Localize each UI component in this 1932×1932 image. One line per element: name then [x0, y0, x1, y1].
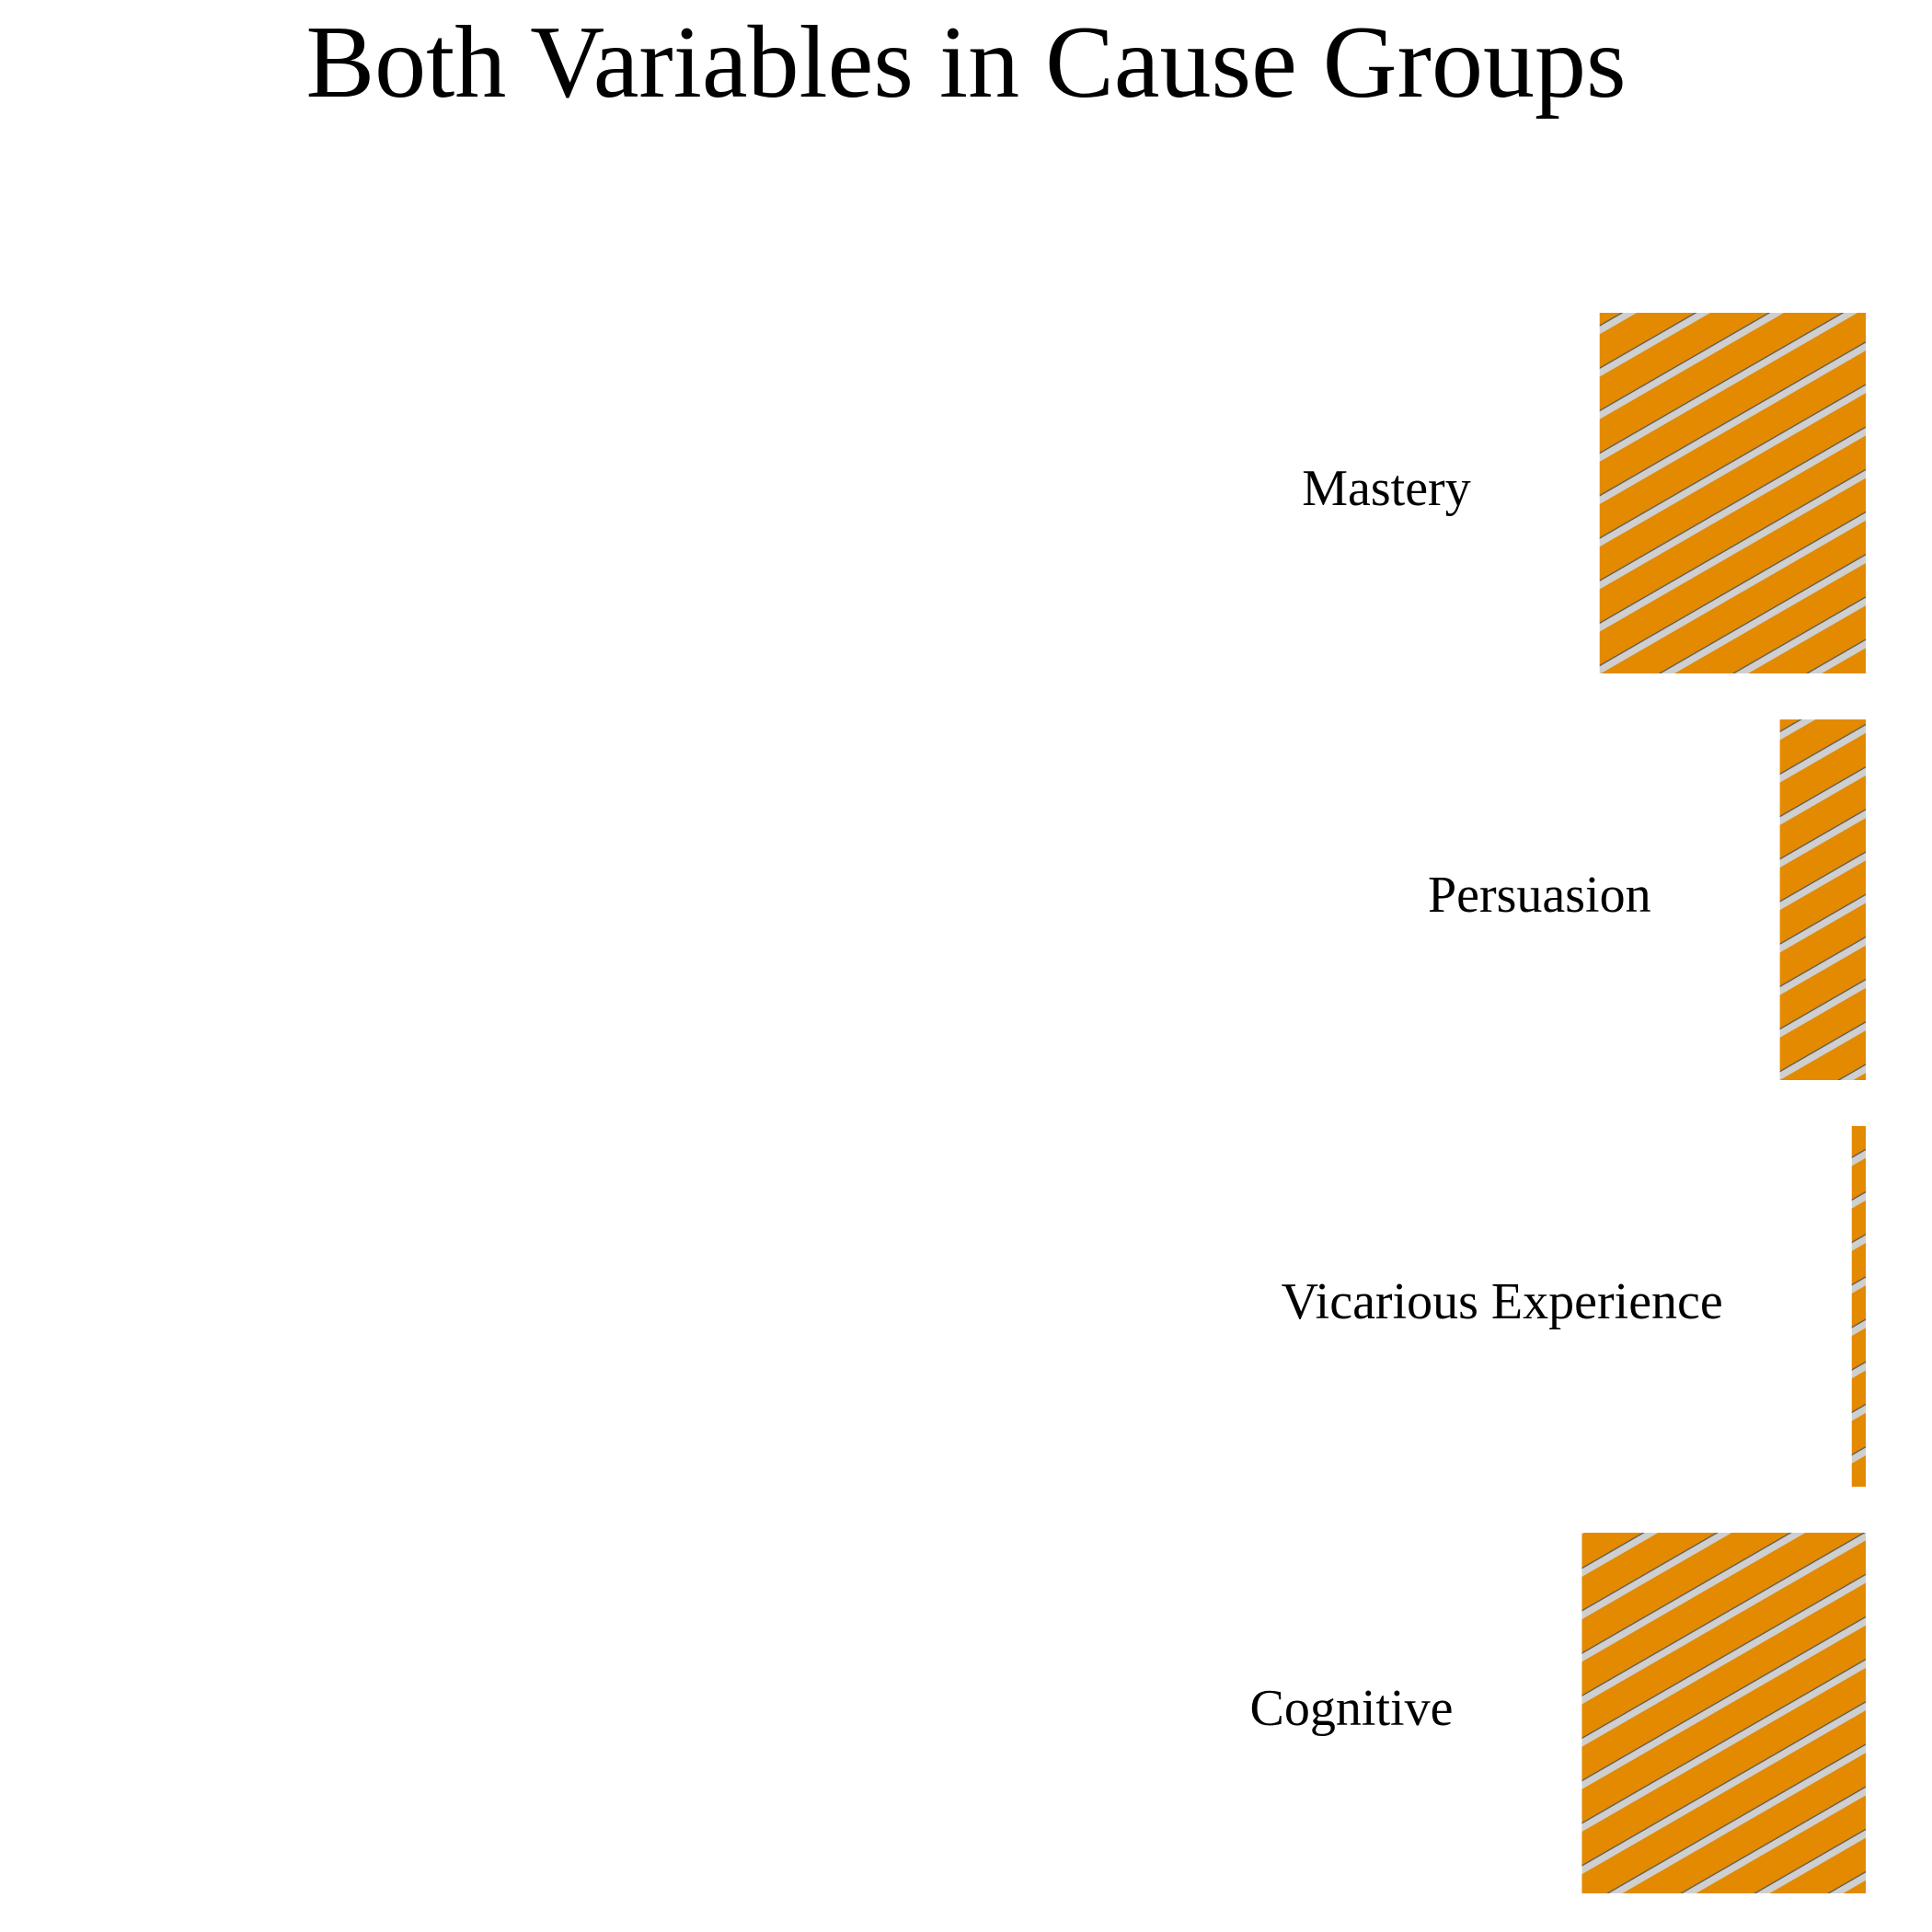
- category-label-cognitive: Cognitive: [1250, 1680, 1454, 1737]
- category-labels-group: Mastery Persuasion Vicarious Experience Cog…: [1250, 460, 1723, 1737]
- chart-title: Both Variables in Cause Groups: [305, 6, 1626, 120]
- bars-group: [1581, 313, 1866, 1893]
- category-label-persuasion: Persuasion: [1428, 867, 1651, 924]
- bar-vicarious-experience: [1851, 1126, 1866, 1487]
- category-label-vicarious-experience: Vicarious Experience: [1282, 1273, 1723, 1330]
- bar-persuasion: [1779, 719, 1866, 1080]
- bar-cognitive: [1581, 1533, 1866, 1893]
- bar-mastery: [1599, 313, 1866, 673]
- category-label-mastery: Mastery: [1302, 460, 1471, 517]
